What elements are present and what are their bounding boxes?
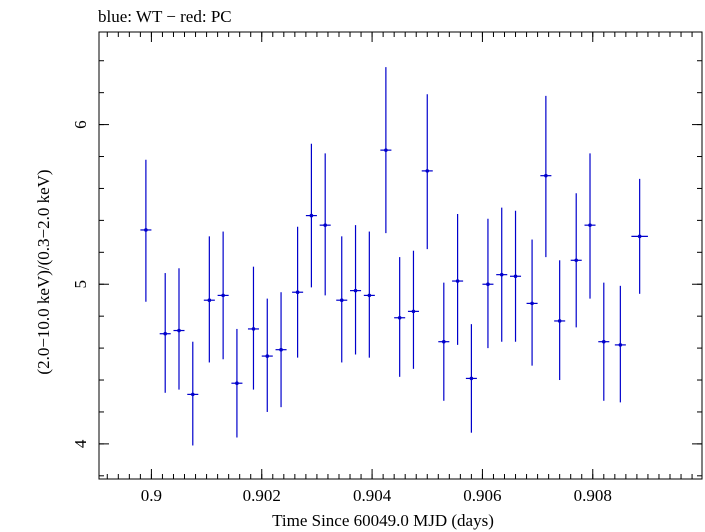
- data-point: [407, 250, 419, 369]
- data-point: [465, 324, 477, 433]
- point-marker: [384, 148, 388, 152]
- data-point: [554, 260, 566, 381]
- data-point: [570, 193, 582, 328]
- point-marker: [411, 309, 416, 314]
- data-point: [305, 143, 317, 288]
- data-point: [421, 94, 433, 250]
- point-marker: [557, 319, 562, 323]
- y-tick-label: 5: [71, 280, 90, 289]
- point-marker: [144, 228, 148, 232]
- point-marker: [601, 339, 606, 344]
- data-point: [598, 282, 610, 401]
- data-point: [380, 67, 392, 234]
- data-point: [584, 153, 596, 299]
- data-point: [631, 178, 648, 294]
- data-point: [261, 298, 273, 412]
- y-axis-ticks: [99, 60, 702, 477]
- x-tick-label: 0.904: [353, 486, 392, 505]
- data-point: [217, 231, 229, 360]
- point-marker: [177, 328, 181, 333]
- data-point: [319, 153, 331, 296]
- point-marker: [442, 339, 446, 344]
- data-point: [159, 273, 171, 393]
- data-point: [336, 236, 348, 363]
- data-point: [187, 341, 199, 446]
- data-point: [482, 218, 494, 349]
- point-marker: [397, 315, 402, 320]
- data-point: [275, 292, 287, 408]
- data-point: [203, 236, 215, 363]
- point-marker: [323, 223, 327, 227]
- point-marker: [469, 376, 474, 381]
- point-marker: [425, 169, 430, 173]
- data-point: [540, 95, 552, 258]
- point-marker: [353, 288, 358, 293]
- x-axis-tick-labels: 0.9 0.902 0.904 0.906 0.908: [141, 486, 612, 505]
- point-marker: [530, 301, 534, 306]
- y-tick-label: 6: [71, 120, 90, 129]
- point-marker: [295, 290, 300, 295]
- point-marker: [207, 298, 212, 303]
- point-marker: [190, 392, 195, 397]
- y-axis-label: (2.0−10.0 keV)/(0.3−2.0 keV): [34, 169, 53, 374]
- point-marker: [339, 298, 344, 303]
- data-point: [510, 210, 522, 342]
- data-point: [247, 266, 259, 390]
- x-axis-label: Time Since 60049.0 MJD (days): [272, 511, 494, 530]
- point-marker: [588, 223, 592, 227]
- point-marker: [163, 331, 168, 336]
- data-point: [614, 285, 626, 403]
- x-tick-label: 0.9: [141, 486, 162, 505]
- point-marker: [637, 234, 642, 239]
- data-point: [140, 159, 152, 302]
- point-marker: [251, 327, 256, 331]
- point-marker: [544, 173, 548, 178]
- data-point: [350, 225, 362, 355]
- plot-frame: [98, 31, 703, 480]
- point-marker: [574, 258, 579, 263]
- chart-title: blue: WT − red: PC: [98, 7, 232, 26]
- point-marker: [309, 213, 314, 218]
- point-marker: [367, 293, 372, 298]
- point-marker: [499, 272, 504, 277]
- point-marker: [221, 293, 225, 298]
- point-marker: [235, 381, 239, 386]
- point-marker: [513, 274, 518, 279]
- point-marker: [279, 347, 283, 352]
- data-point: [292, 226, 304, 358]
- y-axis-tick-labels: 4 5 6: [71, 120, 90, 448]
- data-point: [394, 257, 406, 377]
- data-point: [452, 213, 464, 345]
- data-point: [231, 328, 243, 438]
- point-marker: [265, 354, 270, 358]
- data-point: [496, 207, 508, 342]
- point-marker: [486, 282, 490, 287]
- x-tick-label: 0.908: [574, 486, 612, 505]
- data-points: [140, 67, 648, 446]
- point-marker: [455, 279, 460, 283]
- x-tick-label: 0.906: [463, 486, 501, 505]
- x-axis-ticks: [106, 32, 693, 479]
- data-point: [363, 231, 375, 358]
- point-marker: [618, 343, 623, 347]
- y-tick-label: 4: [71, 439, 90, 448]
- x-tick-label: 0.902: [243, 486, 281, 505]
- data-point: [438, 282, 450, 401]
- data-point: [526, 239, 538, 366]
- data-point: [173, 268, 185, 390]
